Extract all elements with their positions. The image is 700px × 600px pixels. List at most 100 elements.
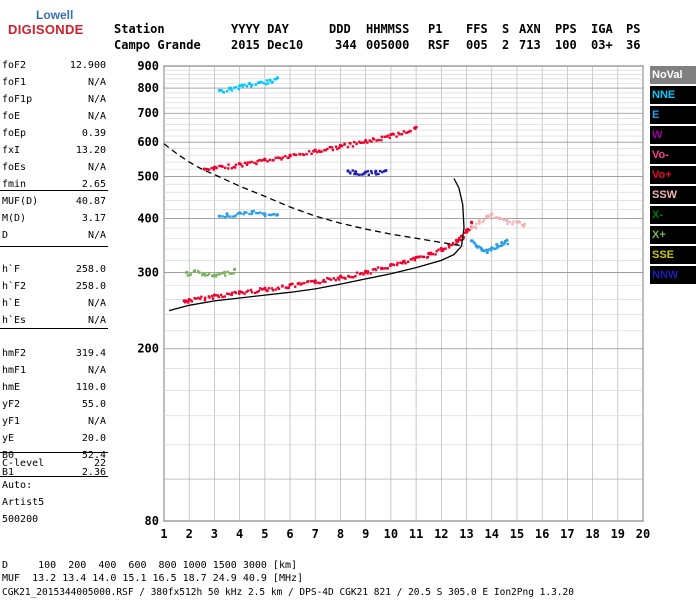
trace-point [502,218,506,222]
trace-point [370,170,373,173]
trace-point [245,290,248,293]
chart-grid [163,65,644,522]
trace-point [377,138,380,142]
trace-point [277,287,281,290]
trace-point [266,160,269,163]
trace-point [488,248,491,251]
trace-point [466,231,469,234]
trace-vertex [427,251,431,256]
trace-point [378,169,382,173]
x-tick-label: 9 [362,527,369,541]
trace-point [231,215,234,218]
trace-point [473,242,476,245]
legend-item-nne: NNE [650,86,696,104]
trace-point [206,168,209,171]
trace-vertex [480,247,484,251]
trace-point [260,288,263,291]
trace-vertex [469,226,474,230]
legend-item-vo-: Vo+ [650,166,696,184]
param-value-hf: 258.0 [75,264,106,275]
trace-point [358,273,362,276]
param-label-he: h`E [2,298,21,309]
param-value-hmf2: 319.4 [75,348,106,359]
trace-point [241,165,244,168]
param-value-fof2: 12.900 [69,60,106,71]
header-label-s: S [502,22,510,36]
trace-point [261,212,264,215]
trace-point [278,156,281,160]
trace-point [298,153,302,156]
trace-point [384,267,387,270]
header-value-s: 2 [502,38,510,52]
x-tick-label: 7 [312,527,319,541]
trace-point [309,280,313,283]
trace-point [228,292,231,296]
trace-point [375,139,378,142]
param-value-b0: 52.4 [81,450,106,461]
trace-point [255,162,258,166]
param-value-foep: 0.39 [81,128,106,139]
trace-point [324,280,327,283]
trace-vertex [515,220,519,224]
trace-vertex [222,270,227,275]
trace-point [249,288,253,292]
trace-vertex [475,244,479,248]
trace-point [350,276,354,279]
trace-point [502,243,505,246]
trace-point [338,146,341,149]
x-tick-label: 14 [485,527,499,541]
trace-point [468,228,471,232]
chart-lines [163,143,465,312]
trace-point [482,218,486,221]
trace-vertex [354,170,358,174]
param-value-d: N/A [87,230,106,241]
trace-vertex [225,212,229,216]
trace-point [481,220,484,224]
param-value-b1: 2.36 [81,467,106,478]
trace-vertex [268,78,272,82]
trace-vertex [505,238,509,242]
trace-point [272,159,275,162]
trace-point [250,160,253,164]
x-tick-label: 15 [510,527,524,541]
trace-point [199,297,202,301]
trace-point [374,268,378,272]
trace-point [435,250,438,253]
trace-point [395,135,398,138]
trace-point [211,297,215,300]
trace-point [271,289,275,292]
trace-point [495,216,498,219]
trace-point [355,271,359,274]
trace-point [256,291,259,294]
trace-point [419,255,422,258]
trace-point [225,90,229,93]
x-tick-label: 12 [434,527,448,541]
param-label-b1: B1 [2,467,15,478]
trace-point [407,260,410,263]
trace-point [221,295,224,299]
param-separator [0,452,108,453]
param-value-hes: N/A [87,315,106,326]
trace-point [518,221,522,224]
trace-point [380,135,384,138]
legend-item-ssw: SSW [650,186,696,204]
trace-point [375,173,378,176]
trace-point [359,141,362,144]
trace-point [306,280,310,283]
trace-point [255,211,258,215]
trace-point [240,83,243,87]
trace-point [474,243,477,246]
param-label-yf1: yF1 [2,416,21,427]
trace-point [437,248,440,251]
trace-point [429,251,433,254]
header-label-station: Station [114,22,165,36]
trace-vertex [217,88,222,93]
trace-point [354,274,357,278]
trace-point [226,292,229,295]
trace-point [370,140,373,143]
trace-point [506,222,509,225]
y-tick-label: 400 [137,211,159,225]
trace-point [456,240,459,243]
trace-point [320,150,323,153]
trace-point [455,242,458,245]
